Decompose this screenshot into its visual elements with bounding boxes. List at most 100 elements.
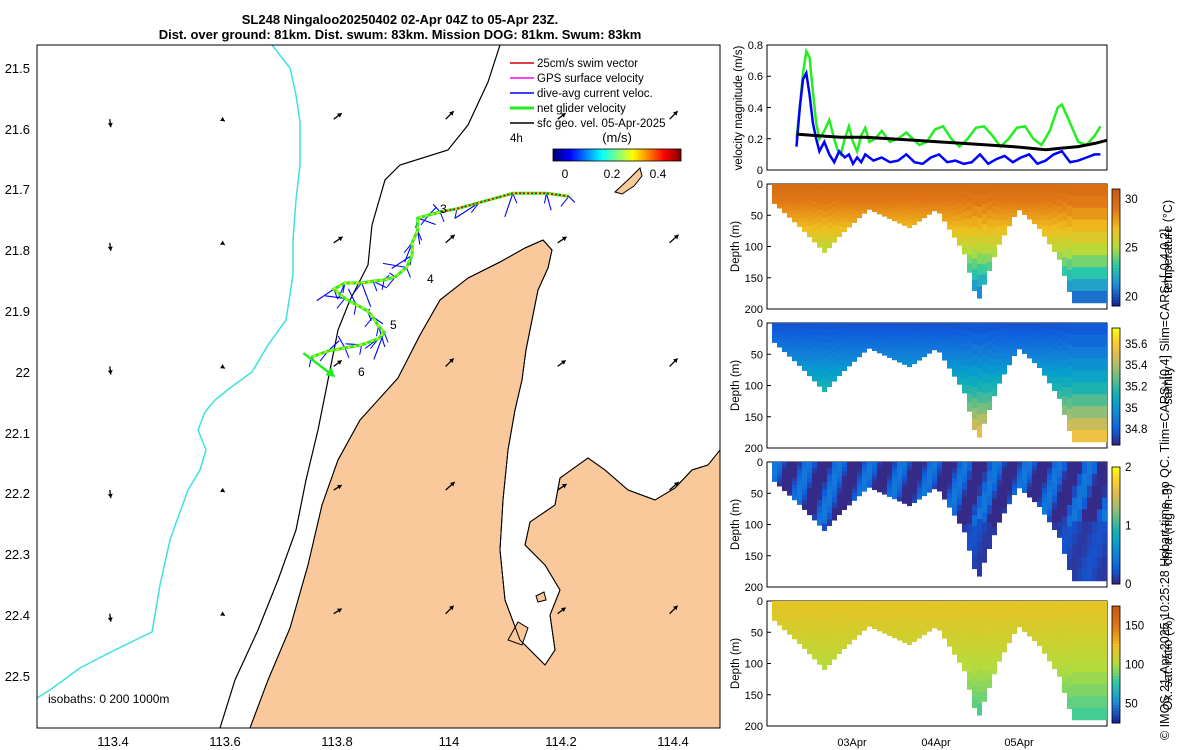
section-cell xyxy=(1087,382,1092,395)
colorbar-cell xyxy=(597,149,600,161)
section-cell xyxy=(952,601,957,607)
section-cell xyxy=(832,485,837,492)
section-cell xyxy=(1092,601,1097,614)
section-cell xyxy=(947,502,952,508)
section-cell xyxy=(807,333,812,340)
section-cell xyxy=(1067,226,1072,239)
section-colorbar-cell xyxy=(1112,218,1120,222)
section-cell xyxy=(1012,627,1017,631)
section-cell xyxy=(837,333,842,340)
section-cell xyxy=(997,371,1002,378)
section-cell xyxy=(802,634,807,640)
section-cell xyxy=(1012,465,1017,470)
section-cell xyxy=(927,625,932,629)
section-cell xyxy=(1072,568,1077,582)
section-cell xyxy=(802,193,807,199)
section-cell xyxy=(947,206,952,212)
colorbar-cell xyxy=(631,149,634,161)
section-cell xyxy=(947,498,952,504)
section-cell xyxy=(1052,356,1057,364)
section-cell xyxy=(897,358,902,363)
section-cell xyxy=(822,489,827,497)
section-cell xyxy=(1087,509,1092,522)
section-cell xyxy=(1072,394,1077,407)
section-cell xyxy=(922,462,927,466)
section-cell xyxy=(887,631,892,636)
velocity-y-axis: 0 0.2 0.4 0.6 0.8 xyxy=(748,40,763,177)
section-cell xyxy=(897,342,902,347)
section-cell xyxy=(927,468,932,472)
section-cell xyxy=(857,604,862,609)
section-cell xyxy=(1002,353,1007,360)
section-cell xyxy=(967,532,972,542)
section-cell xyxy=(987,531,992,541)
section-cell xyxy=(1037,188,1042,194)
section-cell xyxy=(777,620,782,624)
section-cell xyxy=(1037,201,1042,207)
section-cell xyxy=(1092,672,1097,685)
section-cell xyxy=(962,378,967,387)
section-cell xyxy=(1102,521,1107,534)
section-cell xyxy=(982,462,987,473)
section-cell xyxy=(1047,328,1052,336)
section-cell xyxy=(792,184,797,189)
section-cell xyxy=(1082,545,1087,558)
section-cell xyxy=(1067,205,1072,217)
section-cell xyxy=(862,467,867,472)
section-cell xyxy=(1062,359,1067,370)
section-cell xyxy=(862,184,867,188)
section-cell xyxy=(932,480,937,484)
section-cell xyxy=(832,323,837,330)
section-cell xyxy=(1022,489,1027,493)
section-cell xyxy=(977,229,982,242)
section-cell xyxy=(867,323,872,327)
section-cell xyxy=(792,187,797,193)
section-cell xyxy=(1102,684,1107,697)
section-cell xyxy=(797,639,802,644)
section-colorbar-cell xyxy=(1112,620,1120,625)
section-cell xyxy=(877,343,882,348)
swim-track-segment xyxy=(439,192,569,213)
section-cell xyxy=(822,336,827,345)
section-cell xyxy=(867,206,872,210)
section-colorbar-cell xyxy=(1112,247,1120,251)
section-cell xyxy=(902,490,907,496)
section-colorbar-cell xyxy=(1112,717,1120,721)
section-cell xyxy=(997,643,1002,650)
section-cell xyxy=(1077,636,1082,649)
section-colorbar-cell xyxy=(1112,389,1120,393)
section-cell xyxy=(897,620,902,625)
section-colorbar-cell xyxy=(1112,557,1120,562)
section-cell xyxy=(932,486,937,490)
section-cell xyxy=(972,247,977,260)
section-cell xyxy=(837,349,842,356)
section-cell xyxy=(947,193,952,199)
section-cell xyxy=(832,369,837,376)
section-colorbar-cell xyxy=(1112,430,1120,434)
section-cell xyxy=(867,601,872,605)
section-cell xyxy=(942,480,947,485)
section-cell xyxy=(897,624,902,629)
section-cell xyxy=(912,637,917,643)
section-cell xyxy=(952,493,957,500)
section-cell xyxy=(1072,521,1077,534)
section-cell xyxy=(777,462,782,465)
section-cell xyxy=(972,654,977,666)
section-cell xyxy=(837,606,842,613)
section-cell xyxy=(817,645,822,653)
section-cell xyxy=(937,479,942,483)
section-cell xyxy=(1102,207,1107,221)
vel-ytick: 0 xyxy=(757,165,763,177)
section-cell xyxy=(822,350,827,358)
section-cell xyxy=(792,612,797,617)
dive-avg-vector xyxy=(560,196,570,207)
section-cell xyxy=(987,470,992,480)
section-cell xyxy=(842,485,847,492)
section-cell xyxy=(997,637,1002,644)
section-cell xyxy=(927,208,932,212)
section-cell xyxy=(1047,340,1052,348)
section-cell xyxy=(852,477,857,482)
section-cell xyxy=(982,343,987,354)
section-cell xyxy=(837,643,842,649)
section-cell xyxy=(1097,497,1102,510)
